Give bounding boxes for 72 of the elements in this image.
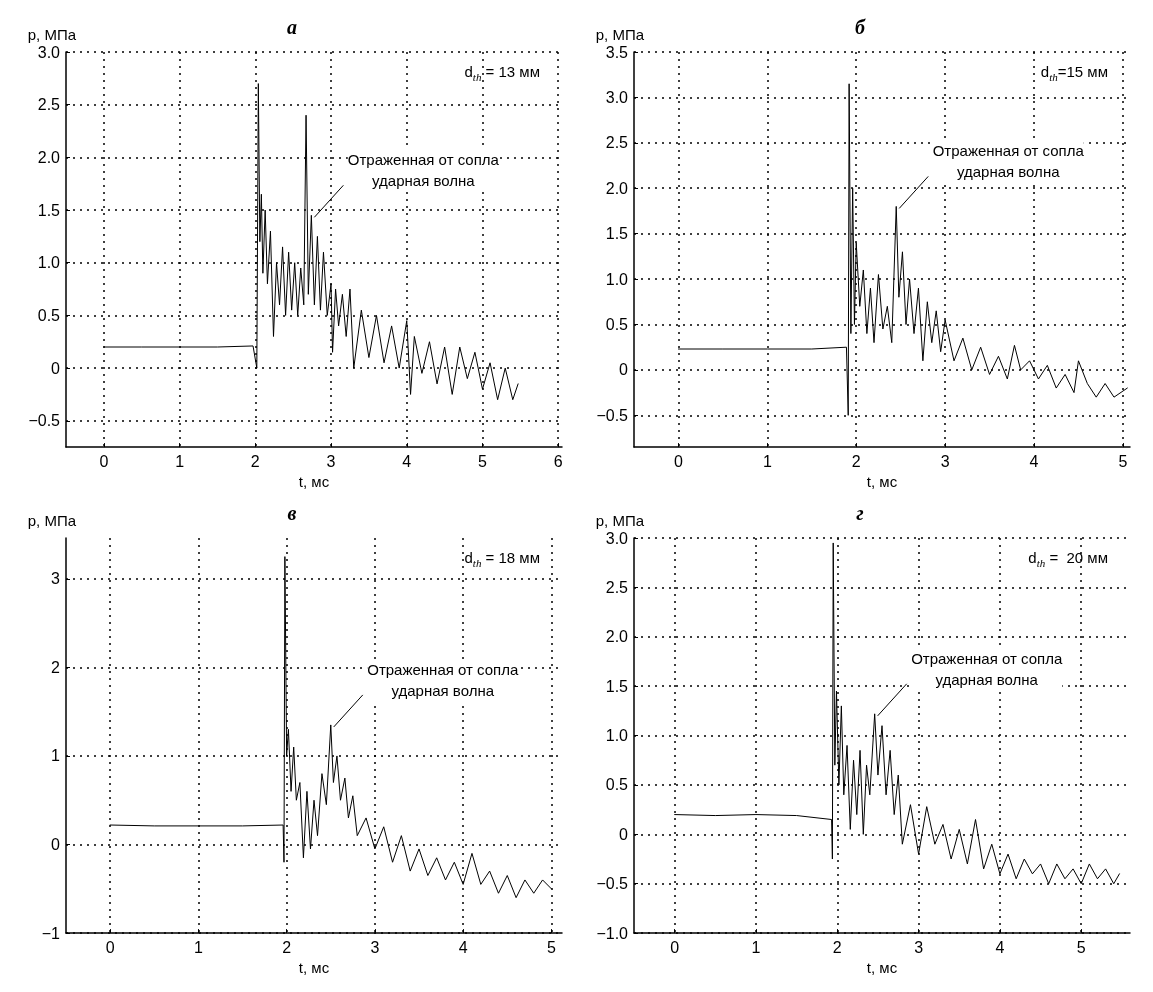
y-tick-label: 0	[51, 359, 61, 377]
x-tick-label: 2	[851, 452, 861, 470]
x-tick-label: 4	[995, 938, 1005, 956]
y-axis-title: p, МПа	[595, 26, 645, 43]
x-tick-label: 6	[553, 452, 563, 470]
y-tick-label: 0.5	[37, 306, 61, 324]
x-tick-label: 0	[670, 938, 680, 956]
x-tick-label: 0	[673, 452, 683, 470]
y-tick-label: 2	[51, 658, 61, 676]
y-tick-label: 0	[619, 361, 629, 379]
annotation: Отраженная от сопла ударная волна	[347, 151, 500, 190]
y-tick-label: 0.5	[605, 776, 629, 794]
y-tick-label: 3.0	[605, 88, 629, 106]
annotation: Отраженная от сопла ударная волна	[911, 649, 1063, 688]
y-tick-label: 1	[51, 747, 61, 765]
x-tick-label: 5	[478, 452, 488, 470]
y-tick-label: 2.0	[37, 148, 61, 166]
y-tick-label: 3.5	[605, 43, 629, 61]
y-axis-title: p, МПа	[27, 512, 77, 529]
chart-title: в	[287, 502, 297, 524]
x-axis-title: t, мс	[866, 959, 898, 976]
y-tick-label: 1.5	[37, 201, 61, 219]
x-tick-label: 5	[1118, 452, 1128, 470]
y-tick-label: −1	[41, 924, 61, 942]
y-tick-label: 2.0	[605, 628, 629, 646]
y-axis-title: p, МПа	[27, 26, 77, 43]
x-tick-label: 4	[1029, 452, 1039, 470]
y-tick-label: −0.5	[596, 406, 629, 424]
x-tick-label: 5	[1076, 938, 1086, 956]
x-tick-label: 4	[402, 452, 412, 470]
chart-title: г	[856, 502, 864, 524]
x-tick-label: 3	[914, 938, 924, 956]
chart-title: б	[855, 16, 867, 38]
x-tick-label: 1	[175, 452, 185, 470]
x-tick-label: 1	[762, 452, 772, 470]
y-tick-label: 0.5	[605, 315, 629, 333]
x-tick-label: 1	[193, 938, 203, 956]
y-tick-label: 3.0	[605, 529, 629, 547]
y-tick-label: 0	[51, 836, 61, 854]
x-tick-label: 5	[546, 938, 556, 956]
x-tick-label: 1	[751, 938, 761, 956]
x-tick-label: 4	[458, 938, 468, 956]
x-tick-label: 2	[250, 452, 260, 470]
x-tick-label: 2	[282, 938, 292, 956]
chart-title: а	[287, 16, 297, 38]
x-tick-label: 0	[99, 452, 109, 470]
y-tick-label: 1.0	[605, 270, 629, 288]
y-tick-label: −0.5	[28, 412, 61, 430]
y-tick-label: 1.0	[37, 254, 61, 272]
y-tick-label: −0.5	[596, 875, 629, 893]
y-tick-label: 0	[619, 825, 629, 843]
y-tick-label: 1.5	[605, 225, 629, 243]
y-tick-label: 1.5	[605, 677, 629, 695]
y-tick-label: 3.0	[37, 43, 61, 61]
y-tick-label: 3	[51, 570, 61, 588]
x-tick-label: 0	[105, 938, 115, 956]
y-tick-label: 2.5	[605, 134, 629, 152]
x-axis-title: t, мс	[298, 473, 330, 490]
x-tick-label: 3	[370, 938, 380, 956]
annotation: Отраженная от сопла ударная волна	[367, 660, 519, 699]
x-tick-label: 2	[832, 938, 842, 956]
y-tick-label: 2.5	[605, 578, 629, 596]
x-axis-title: t, мс	[298, 959, 330, 976]
y-tick-label: 2.5	[37, 96, 61, 114]
y-tick-label: 2.0	[605, 179, 629, 197]
annotation: Отраженная от сопла ударная волна	[932, 142, 1085, 181]
y-tick-label: −1.0	[596, 924, 629, 942]
y-tick-label: 1.0	[605, 727, 629, 745]
x-axis-title: t, мс	[866, 473, 898, 490]
y-axis-title: p, МПа	[595, 512, 645, 529]
x-tick-label: 3	[326, 452, 336, 470]
x-tick-label: 3	[940, 452, 950, 470]
